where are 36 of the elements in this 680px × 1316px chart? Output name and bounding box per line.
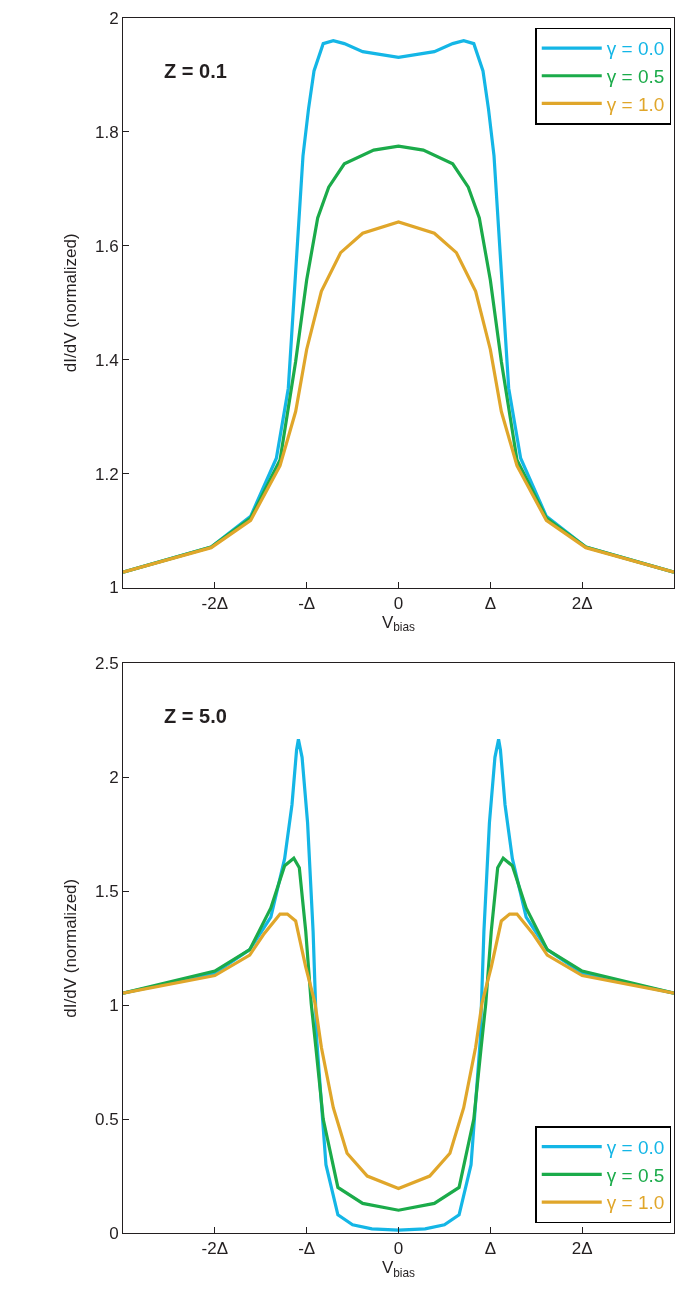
- y-tick-label: 2.5: [94, 654, 119, 674]
- annotation: Z = 5.0: [164, 705, 227, 727]
- x-tick-label: Δ: [484, 1239, 497, 1259]
- legend-label: γ = 1.0: [606, 93, 665, 115]
- x-tick-label: 2Δ: [571, 593, 593, 613]
- x-tick-label: 0: [393, 593, 404, 613]
- x-tick-label: Δ: [484, 593, 497, 613]
- legend-label: γ = 0.5: [606, 66, 665, 88]
- y-tick-label: 1.2: [94, 464, 119, 484]
- legend-label: γ = 0.5: [606, 1164, 665, 1186]
- y-tick-label: 0: [109, 1223, 119, 1243]
- x-tick-label: -2Δ: [201, 1239, 229, 1259]
- y-tick-label: 1: [109, 578, 119, 598]
- y-tick-label: 1: [109, 996, 119, 1016]
- y-tick-label: 1.6: [94, 236, 119, 256]
- y-axis-title: dI/dV (normalized): [60, 878, 80, 1018]
- legend-label: γ = 1.0: [606, 1192, 665, 1214]
- x-tick-label: -Δ: [298, 593, 316, 613]
- x-tick-label: 2Δ: [571, 1239, 593, 1259]
- annotation: Z = 0.1: [164, 60, 227, 82]
- y-tick-label: 1.5: [94, 882, 119, 902]
- x-tick-label: -2Δ: [201, 593, 229, 613]
- line-series: [123, 912, 674, 1191]
- y-tick-label: 0.5: [94, 1110, 119, 1130]
- line-series: [123, 220, 674, 574]
- x-tick-label: 0: [393, 1239, 404, 1259]
- x-axis-title: V$_{bias}$: [381, 1258, 416, 1280]
- x-axis-title: V$_{bias}$: [381, 612, 416, 635]
- y-tick-label: 1.4: [94, 350, 119, 370]
- legend-label: γ = 0.0: [606, 38, 665, 60]
- y-tick-label: 2: [109, 768, 119, 788]
- legend-label: γ = 0.0: [606, 1137, 665, 1159]
- y-tick-label: 1.8: [94, 122, 119, 142]
- y-tick-label: 2: [109, 8, 119, 28]
- y-axis-title: dI/dV (normalized): [60, 233, 80, 373]
- x-tick-label: -Δ: [298, 1239, 316, 1259]
